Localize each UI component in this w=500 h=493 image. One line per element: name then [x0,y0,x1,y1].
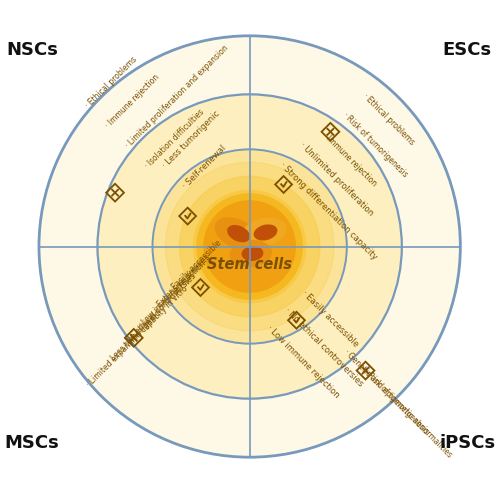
Text: ESCs: ESCs [443,41,492,59]
Text: · Isolation difficulties: · Isolation difficulties [144,107,206,170]
Text: · Easily accessible: · Easily accessible [300,289,360,349]
Text: · Risk of tumorigenesis: · Risk of tumorigenesis [342,111,409,179]
Circle shape [152,149,347,344]
Text: iPSCs: iPSCs [440,434,496,452]
Circle shape [194,190,306,303]
Text: · Extensive sources: · Extensive sources [152,253,212,313]
Ellipse shape [242,218,286,246]
Text: · Immune rejection: · Immune rejection [104,73,161,130]
Circle shape [98,94,402,399]
Text: · Ethical problems: · Ethical problems [84,55,139,110]
Text: Stem cells: Stem cells [207,256,292,272]
Text: · Low immune rejection: · Low immune rejection [136,259,208,330]
Text: MSCs: MSCs [4,434,60,452]
Text: · Less tumorigenic: · Less tumorigenic [106,309,163,366]
Text: · Limited expansion capacity in vitro: · Limited expansion capacity in vitro [85,284,190,389]
Ellipse shape [230,241,272,267]
Ellipse shape [242,247,262,260]
Ellipse shape [254,225,276,240]
Circle shape [180,176,320,317]
Text: · Genetic and epigenetic abnormalities: · Genetic and epigenetic abnormalities [342,348,454,459]
Circle shape [166,162,334,331]
Text: · Strong differentiation capacity: · Strong differentiation capacity [278,160,379,261]
Text: · No ethical controversies: · No ethical controversies [283,307,365,389]
Text: · Easily accessible: · Easily accessible [167,239,224,295]
Circle shape [204,201,296,292]
Ellipse shape [228,226,250,242]
Circle shape [39,36,461,457]
Text: · Limited proliferation and expansion: · Limited proliferation and expansion [124,43,230,150]
Text: · Immune rejection: · Immune rejection [322,131,379,188]
Ellipse shape [216,218,258,249]
Text: · Risk of tumorigenesis: · Risk of tumorigenesis [362,367,431,436]
Text: · Low immune rejection: · Low immune rejection [265,324,342,400]
Circle shape [197,194,302,299]
Text: · Unlimited proliferation: · Unlimited proliferation [298,141,375,217]
Text: · No ethical controversies: · No ethical controversies [121,271,198,348]
Text: · Less tumorigenic: · Less tumorigenic [161,109,222,170]
Text: · Self-renewal: · Self-renewal [181,143,228,190]
Text: NSCs: NSCs [6,41,58,59]
Text: · Ethical problems: · Ethical problems [361,91,416,146]
